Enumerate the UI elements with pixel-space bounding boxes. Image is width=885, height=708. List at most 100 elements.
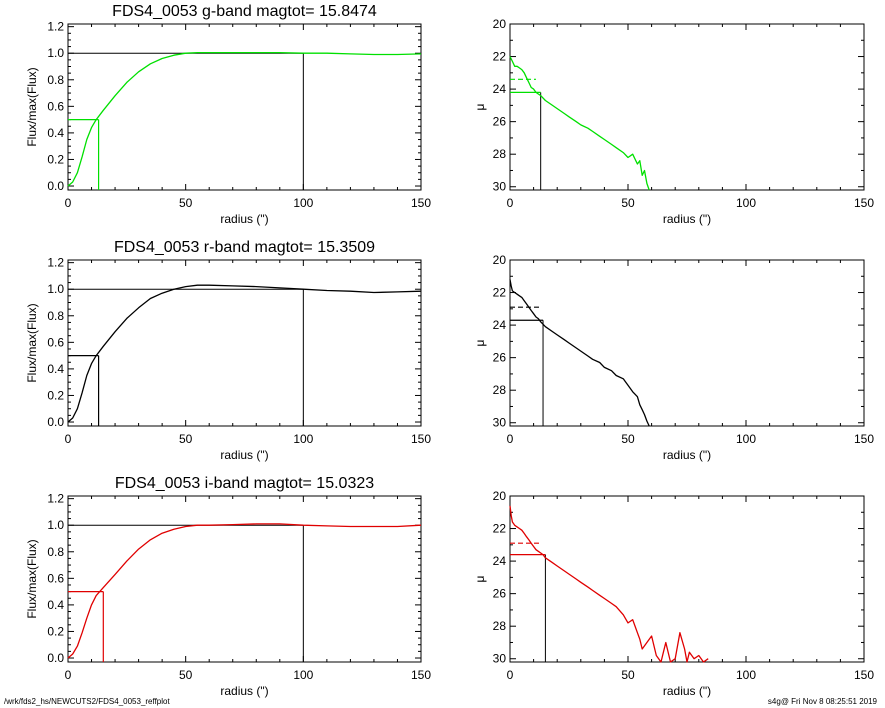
y-tick-label: 26 [493, 115, 507, 129]
panel-i-growth-curve: 0 50 100 150 0.0 0.2 0.4 0.6 0.8 1.0 1.2 radius (")… [25, 475, 431, 698]
x-axis-label: radius (") [663, 684, 711, 698]
x-tick-label: 150 [854, 432, 874, 446]
plot-frame [67, 259, 422, 427]
x-tick-label: 50 [621, 196, 635, 210]
x-tick-label: 100 [736, 432, 756, 446]
y-tick-label: 0.4 [47, 362, 64, 376]
x-axis-label: radius (") [663, 212, 711, 226]
x-tick-label: 0 [65, 196, 72, 210]
y-tick-label: 30 [493, 180, 507, 194]
x-tick-label: 100 [736, 196, 756, 210]
y-tick-label: 26 [493, 351, 507, 365]
y-tick-label: 30 [493, 652, 507, 666]
x-tick-label: 100 [293, 432, 313, 446]
r-band-surface-brightness-series [509, 279, 650, 427]
y-tick-label: 20 [493, 17, 507, 31]
x-tick-label: 0 [507, 432, 514, 446]
y-axis-label: Flux/max(Flux) [25, 539, 39, 618]
i-band-growth-curve-series [67, 523, 422, 659]
x-tick-label: 150 [854, 668, 874, 682]
y-tick-label: 1.0 [47, 46, 64, 60]
panel-r-growth-curve: 0 50 100 150 0.0 0.2 0.4 0.6 0.8 1.0 1.2 radius (")… [25, 239, 431, 462]
panel-title: FDS4_0053 g-band magtot= 15.8474 [112, 3, 377, 20]
y-axis-label: Flux/max(Flux) [25, 67, 39, 146]
x-axis-label: radius (") [220, 684, 268, 698]
panel-title: FDS4_0053 i-band magtot= 15.0323 [115, 475, 374, 492]
x-tick-label: 0 [65, 432, 72, 446]
panels: 0 50 100 150 0.0 0.2 0.4 0.6 0.8 1.0 1.2 radius (")… [25, 3, 874, 698]
y-tick-label: 1.2 [47, 492, 64, 506]
x-tick-label: 150 [411, 668, 431, 682]
y-tick-label: 0.6 [47, 335, 64, 349]
y-tick-label: 0.0 [47, 415, 64, 429]
x-tick-label: 100 [736, 668, 756, 682]
y-tick-label: 22 [493, 286, 507, 300]
plot-frame [67, 495, 422, 663]
r-band-growth-curve-series [67, 284, 422, 423]
y-tick-label: 0.6 [47, 99, 64, 113]
y-tick-label: 0.2 [47, 388, 64, 402]
y-tick-label: 24 [493, 318, 507, 332]
y-tick-label: 1.2 [47, 256, 64, 270]
x-axis-label: radius (") [220, 212, 268, 226]
y-tick-label: 0.6 [47, 571, 64, 585]
y-tick-label: 0.8 [47, 545, 64, 559]
y-tick-label: 0.4 [47, 598, 64, 612]
y-tick-label: 0.2 [47, 624, 64, 638]
panel-g-surface-brightness: 0 50 100 150 20 22 24 26 28 30 radius (") μ [473, 17, 874, 226]
panel-i-surface-brightness: 0 50 100 150 20 22 24 26 28 30 radius (") μ [473, 489, 874, 698]
x-tick-label: 50 [621, 432, 635, 446]
x-tick-label: 150 [411, 432, 431, 446]
y-tick-label: 1.0 [47, 282, 64, 296]
g-band-growth-curve-series [67, 51, 422, 187]
y-tick-label: 1.0 [47, 518, 64, 532]
y-tick-label: 30 [493, 416, 507, 430]
x-tick-label: 50 [179, 196, 193, 210]
panel-title: FDS4_0053 r-band magtot= 15.3509 [114, 239, 375, 256]
x-tick-label: 0 [507, 196, 514, 210]
y-axis-label: μ [473, 103, 487, 110]
footer-right: s4g@ Fri Nov 8 08:25:51 2019 [768, 697, 878, 706]
y-tick-label: 0.4 [47, 126, 64, 140]
x-tick-label: 0 [507, 668, 514, 682]
panel-r-surface-brightness: 0 50 100 150 20 22 24 26 28 30 radius (") μ [473, 253, 874, 462]
x-tick-label: 50 [621, 668, 635, 682]
g-band-surface-brightness-series [509, 56, 650, 191]
y-tick-label: 0.8 [47, 73, 64, 87]
y-tick-label: 20 [493, 253, 507, 267]
y-tick-label: 0.0 [47, 179, 64, 193]
x-tick-label: 50 [179, 668, 193, 682]
y-tick-label: 0.8 [47, 309, 64, 323]
x-tick-label: 100 [293, 668, 313, 682]
y-tick-label: 0.0 [47, 651, 64, 665]
plot-frame [509, 259, 865, 427]
y-tick-label: 1.2 [47, 20, 64, 34]
y-tick-label: 22 [493, 50, 507, 64]
y-tick-label: 28 [493, 147, 507, 161]
plot-frame [509, 495, 865, 663]
plot-frame [509, 23, 865, 191]
panel-g-growth-curve: 0 50 100 150 0.0 0.2 0.4 0.6 0.8 1.0 1.2 radius (")… [25, 3, 431, 226]
x-axis-label: radius (") [220, 448, 268, 462]
y-axis-label: μ [473, 339, 487, 346]
plot-frame [67, 23, 422, 191]
x-tick-label: 150 [854, 196, 874, 210]
y-tick-label: 24 [493, 554, 507, 568]
x-tick-label: 100 [293, 196, 313, 210]
y-tick-label: 22 [493, 522, 507, 536]
y-tick-label: 26 [493, 587, 507, 601]
y-axis-label: μ [473, 575, 487, 582]
y-tick-label: 24 [493, 82, 507, 96]
footer-left: /wrk/fds2_hs/NEWCUTS2/FDS4_0053_reffplot [4, 697, 170, 706]
y-tick-label: 28 [493, 383, 507, 397]
i-band-surface-brightness-series [509, 505, 709, 663]
x-tick-label: 150 [411, 196, 431, 210]
y-tick-label: 28 [493, 619, 507, 633]
y-tick-label: 20 [493, 489, 507, 503]
y-tick-label: 0.2 [47, 152, 64, 166]
x-tick-label: 0 [65, 668, 72, 682]
y-axis-label: Flux/max(Flux) [25, 303, 39, 382]
x-axis-label: radius (") [663, 448, 711, 462]
x-tick-label: 50 [179, 432, 193, 446]
